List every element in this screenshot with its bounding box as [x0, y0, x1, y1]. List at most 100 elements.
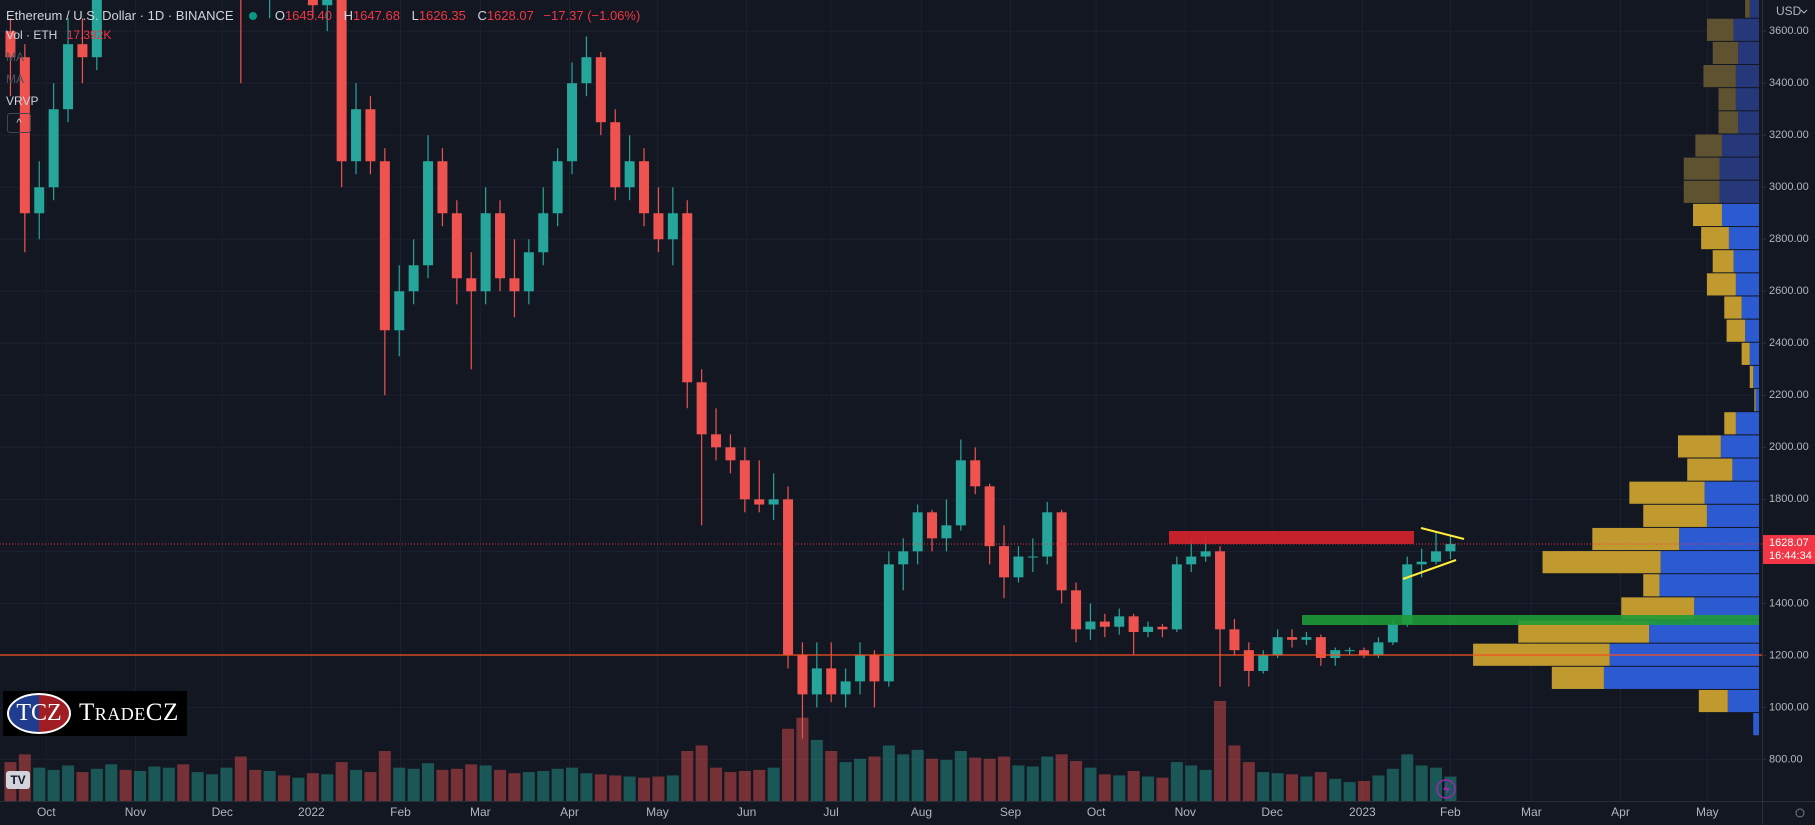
volume-bar — [954, 751, 967, 801]
svg-text:TV: TV — [10, 773, 25, 787]
indicator[interactable]: MA — [6, 72, 24, 86]
volume-bar — [1386, 768, 1399, 801]
legend-header: Ethereum / U.S. Dollar · 1D · BINANCE O 1… — [6, 6, 640, 26]
candle-body — [1200, 551, 1211, 557]
profile-up — [1732, 458, 1759, 481]
volume-bar — [551, 768, 564, 801]
volume-bar — [234, 756, 247, 801]
tradingview-logo: TV — [6, 771, 30, 789]
volume-bar — [1055, 754, 1068, 801]
candle-body — [1287, 637, 1298, 640]
volume-bar — [854, 758, 867, 801]
volume-bar — [926, 758, 939, 801]
candle-body — [826, 668, 837, 695]
candle-body — [768, 499, 779, 505]
x-tick-label: Sep — [1000, 805, 1022, 819]
profile-up — [1679, 527, 1759, 551]
volume-bar — [148, 766, 161, 801]
profile-down — [1749, 365, 1754, 389]
profile-down — [1677, 435, 1721, 458]
candle-body — [34, 187, 45, 214]
candle-body — [610, 122, 621, 188]
candle-body — [63, 44, 74, 110]
candle-body — [365, 109, 376, 162]
profile-down — [1693, 203, 1722, 227]
profile-up — [1745, 319, 1759, 342]
volume-bar — [825, 751, 838, 801]
volume-bar — [681, 751, 694, 801]
ohlc-value: 1628.07 — [486, 8, 534, 23]
candle-body — [480, 213, 491, 292]
profile-down — [1712, 41, 1739, 65]
profile-up — [1603, 666, 1759, 689]
profile-down — [1724, 412, 1736, 435]
volume-bar — [162, 767, 175, 801]
candle-body — [1272, 637, 1283, 656]
volume-bar — [810, 739, 823, 801]
x-tick-label: Oct — [37, 805, 56, 819]
profile-down — [1718, 111, 1739, 134]
settings-icon[interactable] — [1795, 808, 1805, 818]
volume-bar — [1127, 771, 1140, 801]
candle-body — [682, 213, 693, 383]
candle-body — [1431, 551, 1442, 562]
ohlc-key: O — [274, 8, 285, 23]
y-tick-label: 1400.00 — [1769, 597, 1809, 609]
y-tick-label: 2400.00 — [1769, 337, 1809, 349]
resistance-zone — [1169, 531, 1414, 544]
volume-bar — [508, 773, 521, 801]
candle-body — [1143, 626, 1154, 632]
volume-value: 17.392K — [66, 28, 112, 42]
symbol: Ethereum / U.S. Dollar · 1D · BINANCE — [6, 8, 234, 23]
profile-up — [1749, 0, 1759, 18]
y-tick-label: 800.00 — [1769, 753, 1803, 765]
volume-bar — [882, 745, 895, 801]
volume-bar — [1358, 781, 1371, 801]
volume-bar — [1242, 762, 1255, 801]
y-tick-label: 1200.00 — [1769, 649, 1809, 661]
indicator[interactable]: VRVP — [6, 94, 39, 108]
candle-body — [1056, 512, 1067, 591]
candle-body — [783, 499, 794, 656]
candle-body — [1315, 637, 1326, 658]
profile-up — [1735, 65, 1759, 88]
volume-bar — [724, 772, 737, 801]
x-tick-label: Nov — [1175, 805, 1196, 819]
volume-bar — [1372, 775, 1385, 801]
profile-down — [1698, 689, 1728, 713]
volume-bar — [105, 764, 118, 801]
volume-bar — [76, 772, 89, 801]
candle-body — [1258, 655, 1269, 671]
volume-bar — [522, 772, 535, 801]
candle-body — [336, 0, 347, 162]
volume-bar — [119, 769, 132, 801]
candle-body — [322, 0, 333, 6]
volume-bar — [911, 749, 924, 801]
candle-body — [19, 57, 30, 214]
collapse-button[interactable]: ^ — [7, 113, 31, 133]
currency-caret — [1800, 9, 1808, 14]
candle-body — [1229, 629, 1240, 651]
volume-bar — [566, 767, 579, 801]
candle-body — [696, 382, 707, 435]
volume-bar — [422, 763, 435, 801]
lightning-button[interactable] — [1436, 779, 1456, 799]
profile-down — [1703, 65, 1736, 88]
volume-bar — [134, 771, 147, 801]
volume-bar — [1098, 774, 1111, 801]
x-tick-label: Oct — [1087, 805, 1106, 819]
volume-bar — [1041, 756, 1054, 801]
volume-bar — [796, 717, 809, 801]
ohlc-key: L — [411, 8, 419, 23]
profile-up — [1733, 18, 1759, 41]
profile-up — [1704, 481, 1759, 504]
candle-body — [394, 291, 405, 331]
volume-bar — [177, 764, 190, 801]
candle-body — [523, 252, 534, 292]
profile-up — [1721, 203, 1759, 227]
candle-body — [1243, 650, 1254, 671]
volume-bar — [321, 774, 334, 801]
indicator[interactable]: MA — [6, 50, 24, 64]
volume-bar — [594, 774, 607, 801]
profile-up — [1741, 296, 1759, 319]
